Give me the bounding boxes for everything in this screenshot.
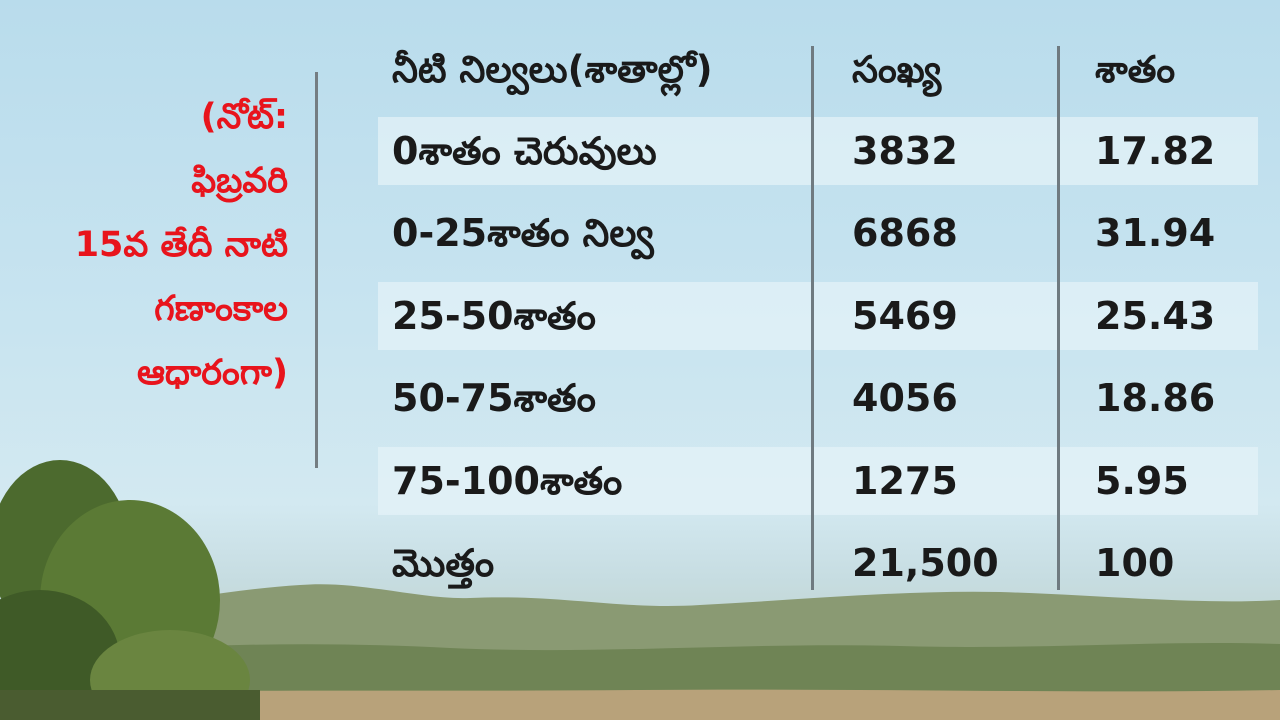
row-band — [378, 117, 1258, 185]
table-cell-category: 50-75శాతం — [392, 376, 596, 420]
table-cell-category: 75-100శాతం — [392, 459, 623, 503]
table-cell-category: 25-50శాతం — [392, 294, 596, 338]
table-cell-count: 5469 — [852, 294, 958, 338]
table-cell-percent: 31.94 — [1095, 211, 1216, 255]
note-line: గణాంకాల — [154, 289, 288, 329]
hills-graphic — [0, 584, 1280, 720]
note-line: 15వ తేదీ నాటి — [74, 225, 288, 265]
note-line: ఆధారంగా) — [136, 353, 288, 393]
note-line: ఫిబ్రవరి — [191, 161, 288, 201]
table-cell-category: మొత్తం — [392, 541, 495, 585]
table-cell-count: 21,500 — [852, 541, 999, 585]
table-cell-percent: 18.86 — [1095, 376, 1216, 420]
header-percent: శాతం — [1095, 48, 1176, 91]
table-cell-category: 0శాతం చెరువులు — [392, 129, 657, 173]
table-cell-count: 3832 — [852, 129, 958, 173]
table-cell-count: 4056 — [852, 376, 958, 420]
column-divider — [811, 46, 814, 590]
tree-graphic — [0, 460, 260, 720]
table-cell-percent: 5.95 — [1095, 459, 1189, 503]
table-cell-category: 0-25శాతం నిల్వ — [392, 211, 654, 255]
source-note: (నోట్: ఫిబ్రవరి 15వ తేదీ నాటి గణాంకాల ఆధ… — [0, 85, 288, 405]
header-count: సంఖ్య — [852, 48, 942, 91]
table-cell-count: 6868 — [852, 211, 958, 255]
table-cell-percent: 25.43 — [1095, 294, 1216, 338]
row-band — [378, 282, 1258, 350]
note-line: (నోట్: — [200, 97, 288, 137]
column-divider — [1057, 46, 1060, 590]
table-cell-percent: 100 — [1095, 541, 1175, 585]
header-water-levels: నీటి నిల్వలు(శాతాల్లో) — [392, 48, 713, 91]
row-band — [378, 447, 1258, 515]
table-cell-count: 1275 — [852, 459, 958, 503]
note-divider — [315, 72, 318, 468]
table-cell-percent: 17.82 — [1095, 129, 1216, 173]
